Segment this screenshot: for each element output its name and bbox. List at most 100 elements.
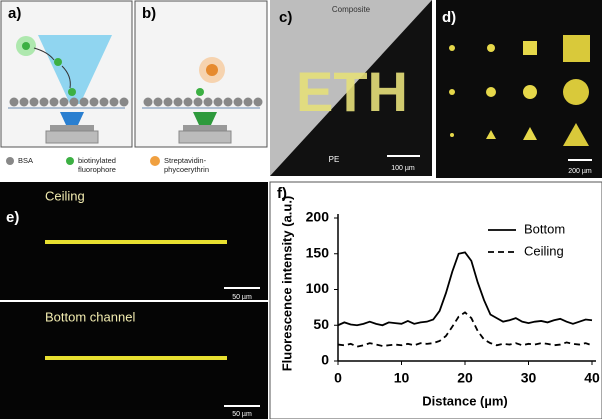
shape [45,240,227,244]
scale-bar-label: 200 µm [568,168,592,175]
shape [487,44,495,52]
legend-text: phycoerythrin [164,165,209,174]
shape [563,35,590,62]
bead [153,97,163,107]
shape [150,156,160,166]
bead [19,97,29,107]
shape [9,97,129,107]
shape [45,130,99,144]
panel-label: e) [6,209,19,226]
y-tick-label: 100 [306,280,330,296]
caption: Bottom channel [45,309,135,324]
panel-label: c) [279,9,292,26]
shape [193,112,217,125]
shape [486,130,496,139]
bead [49,97,59,107]
panel-label: b) [142,5,156,22]
bead [79,97,89,107]
shape [143,97,263,107]
caption: PE [329,155,340,164]
bead [183,97,193,107]
shape [178,130,232,144]
shape [45,356,227,360]
shape [486,87,496,97]
y-tick-label: 50 [313,316,329,332]
panel-e: 50 µm 50 µm Ceiling Bottom channel e) [0,182,268,419]
legend-text: biotinylated [78,156,116,165]
x-tick-label: 40 [584,370,600,386]
bead [213,97,223,107]
series-line [337,251,593,327]
panel-label: d) [442,9,456,26]
legend-text: fluorophore [78,165,116,174]
bead [39,97,49,107]
bead [233,97,243,107]
bead [99,97,109,107]
shape [450,133,454,137]
shape [38,35,112,104]
shape [206,64,218,76]
legend-text: BSA [18,156,33,165]
shape [449,89,455,95]
shape [270,0,432,176]
shape [196,88,204,96]
bead [89,97,99,107]
shape [523,41,537,55]
x-tick-label: 10 [394,370,410,386]
shape [61,65,71,89]
shape [50,125,94,131]
shape [269,181,602,419]
bead [29,97,39,107]
caption: Composite [332,5,371,14]
y-tick-label: 200 [306,209,330,225]
series-line [337,311,593,348]
x-axis-label: Distance (µm) [422,393,508,408]
panel-f: 0 50 100 150 200 0 10 20 30 40 Distance (µm) Fluore… [269,181,602,419]
panel-a: a) [0,0,133,148]
shape [66,157,74,165]
bead [69,97,79,107]
panel-b: b) [134,0,268,148]
bead [143,97,153,107]
bead [193,97,203,107]
y-tick-label: 0 [321,352,329,368]
shape [68,88,76,96]
bead [119,97,129,107]
legend-label: Bottom [524,221,565,236]
scale-bar-label: 50 µm [232,411,252,418]
x-tick-label: 30 [521,370,537,386]
shape [523,85,537,99]
shape [523,127,537,140]
shape [563,123,589,146]
panel-label: f) [277,185,287,202]
panel-c: ETH Composite PE 100 µm c) [270,0,432,176]
caption: Ceiling [45,188,85,203]
shape [22,42,30,50]
bead [253,97,263,107]
pattern-text: ETH [296,60,408,123]
legend-label: Ceiling [524,243,564,258]
bead [223,97,233,107]
panel-d: 200 µm d) [436,0,602,178]
bead [173,97,183,107]
shape [183,125,227,131]
scale-bar-label: 50 µm [232,294,252,301]
bead [203,97,213,107]
bead [109,97,119,107]
shape [6,157,14,165]
shape [0,302,268,419]
y-tick-label: 150 [306,244,330,260]
shape [33,47,55,61]
panel-label: a) [8,5,21,22]
bead [59,97,69,107]
shape [563,79,589,105]
x-tick-label: 20 [457,370,473,386]
shape [60,112,84,125]
y-axis-label: Fluorescence intensity (a.u.) [279,196,294,372]
legend-text: Streptavidin- [164,156,207,165]
shape [54,58,62,66]
